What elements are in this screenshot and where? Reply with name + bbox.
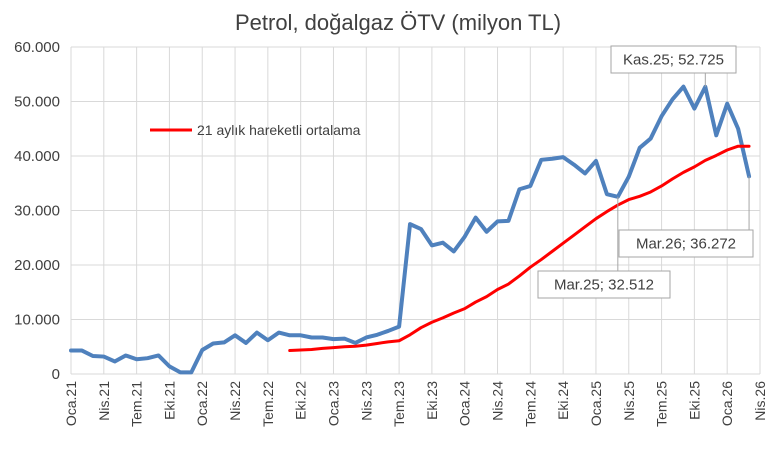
x-tick-label: Tem.23 xyxy=(391,381,407,427)
x-tick-label: Tem.24 xyxy=(522,381,538,427)
chart-title: Petrol, doğalgaz ÖTV (milyon TL) xyxy=(235,10,561,35)
x-tick-label: Oca.22 xyxy=(194,381,210,426)
x-tick-label: Tem.21 xyxy=(129,381,145,427)
callout-mar26-label: Mar.26; 36.272 xyxy=(636,236,736,253)
x-tick-label: Eki.24 xyxy=(555,381,571,420)
y-tick-label: 30.000 xyxy=(14,203,60,220)
y-tick-label: 60.000 xyxy=(14,39,60,56)
x-tick-label: Oca.21 xyxy=(63,381,79,426)
x-tick-label: Nis.21 xyxy=(96,381,112,421)
x-tick-label: Eki.21 xyxy=(161,381,177,420)
y-tick-label: 20.000 xyxy=(14,257,60,274)
series-line-moving-average xyxy=(288,144,751,353)
x-tick-label: Nis.23 xyxy=(358,381,374,421)
callout-mar25-box xyxy=(537,270,671,299)
legend: 21 aylık hareketli ortalama xyxy=(150,122,361,138)
x-tick-label: Eki.22 xyxy=(293,381,309,420)
x-tick-label: Tem.22 xyxy=(260,381,276,427)
x-tick-label: Oca.26 xyxy=(719,381,735,426)
series-line-otv xyxy=(69,84,752,375)
x-tick-label: Nis.24 xyxy=(490,381,506,421)
x-tick-label: Oca.23 xyxy=(325,381,341,426)
y-tick-label: 0 xyxy=(52,366,60,383)
x-tick-label: Nis.22 xyxy=(227,381,243,421)
callout-mar25-label: Mar.25; 32.512 xyxy=(554,277,654,294)
y-tick-label: 40.000 xyxy=(14,148,60,165)
y-tick-label: 10.000 xyxy=(14,312,60,329)
x-tick-label: Oca.25 xyxy=(588,381,604,426)
callout-kas25-label: Kas.25; 52.725 xyxy=(623,52,724,69)
callout-mar26-box xyxy=(618,229,754,258)
x-tick-label: Nis.26 xyxy=(752,381,768,421)
x-tick-label: Nis.25 xyxy=(621,381,637,421)
data-callouts: Kas.25; 52.725 Mar.25; 32.512 Mar.26; 36.2… xyxy=(537,45,754,299)
y-tick-label: 50.000 xyxy=(14,94,60,111)
callout-kas25-box xyxy=(610,45,737,74)
axes: 0 10.000 20.000 30.000 40.000 50.000 60.000 Oca… xyxy=(14,39,768,427)
legend-label-moving-average: 21 aylık hareketli ortalama xyxy=(197,122,361,138)
x-tick-label: Eki.25 xyxy=(686,381,702,420)
series-lines xyxy=(69,84,752,375)
x-tick-label: Eki.23 xyxy=(424,381,440,420)
x-tick-label: Oca.24 xyxy=(457,381,473,426)
gridlines xyxy=(70,46,761,375)
x-tick-label: Tem.25 xyxy=(654,381,670,427)
